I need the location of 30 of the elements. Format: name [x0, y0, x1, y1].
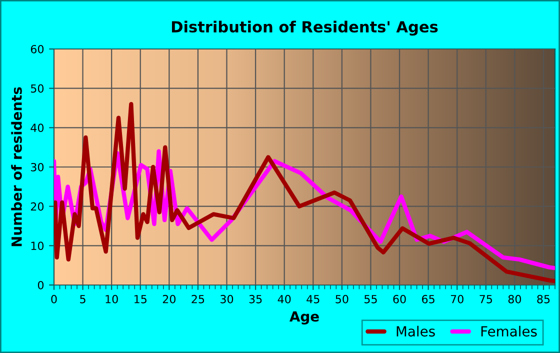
- x-tick-label: 40: [278, 294, 291, 304]
- y-tick-label: 60: [30, 44, 44, 54]
- y-axis-title: Number of residents: [11, 87, 22, 246]
- x-tick-label: 35: [249, 294, 262, 304]
- x-tick-label: 55: [364, 295, 377, 304]
- y-tick-label: 10: [31, 242, 44, 250]
- x-tick-label: 5: [80, 295, 86, 304]
- y-tick-label: 30: [30, 162, 44, 172]
- y-tick-label: 50: [30, 84, 44, 93]
- x-tick-label: 45: [306, 295, 320, 304]
- y-tick-label: 0: [38, 280, 44, 290]
- legend-label: Males: [396, 326, 435, 337]
- chart-title: Distribution of Residents' Ages: [172, 20, 438, 36]
- x-tick-label: 70: [450, 294, 464, 304]
- x-tick-label: 15: [134, 295, 146, 304]
- x-tick-label: 30: [220, 294, 234, 304]
- x-tick-label: 80: [508, 294, 522, 304]
- legend-label: Females: [481, 326, 537, 337]
- x-tick-label: 75: [480, 295, 492, 304]
- y-tick-label: 40: [30, 124, 44, 132]
- x-axis-title: Age: [290, 311, 319, 324]
- y-tick-label: 20: [30, 202, 44, 211]
- x-tick-label: 10: [106, 294, 118, 304]
- x-tick-label: 20: [162, 294, 176, 304]
- x-tick-label: 60: [393, 294, 406, 304]
- x-tick-label: 65: [422, 294, 434, 304]
- x-tick-label: 0: [51, 294, 57, 304]
- x-tick-label: 25: [192, 294, 204, 304]
- x-tick-label: 85: [537, 294, 550, 304]
- x-tick-label: 50: [336, 294, 348, 304]
